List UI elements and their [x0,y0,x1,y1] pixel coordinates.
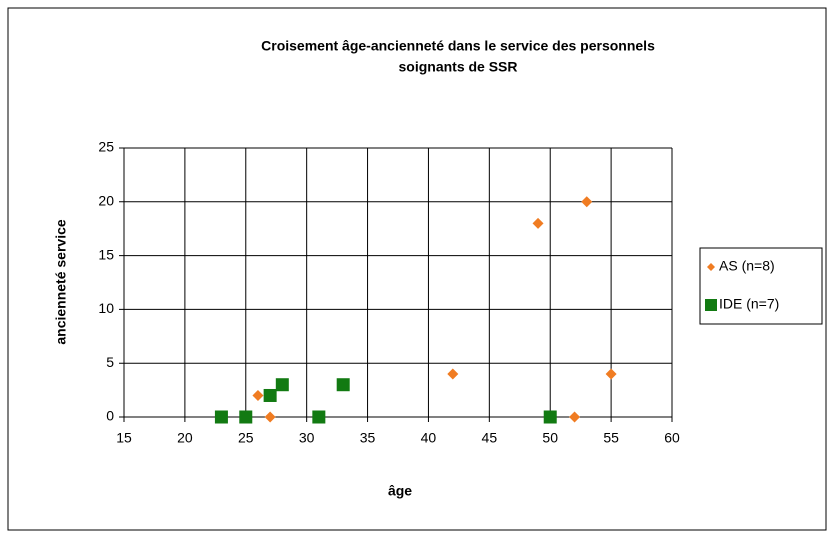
legend-box [699,247,823,325]
point [543,410,557,424]
x-tick-label: 35 [360,430,376,446]
y-tick-label: 0 [106,408,114,424]
y-axis-label: ancienneté service [53,219,69,345]
point [312,410,326,424]
point [532,217,544,229]
x-tick-label: 20 [177,430,193,446]
point [605,368,617,380]
point [214,410,228,424]
y-tick-label: 20 [98,193,114,209]
legend-label: AS (n=8) [719,258,775,274]
x-tick-label: 60 [664,430,680,446]
legend-marker [705,299,717,311]
point [581,196,593,208]
legend-label: IDE (n=7) [719,296,779,312]
x-axis-label: âge [388,483,412,499]
x-tick-label: 50 [542,430,558,446]
chart-title: soignants de SSR [398,59,517,75]
point [252,389,264,401]
point [275,378,289,392]
point [447,368,459,380]
x-tick-label: 40 [421,430,437,446]
y-tick-label: 25 [98,139,114,155]
x-tick-label: 45 [482,430,498,446]
point [239,410,253,424]
point [264,411,276,423]
chart-title: Croisement âge-ancienneté dans le servic… [261,38,655,54]
y-tick-label: 5 [106,354,114,370]
point [569,411,581,423]
x-tick-label: 30 [299,430,315,446]
x-tick-label: 25 [238,430,254,446]
y-tick-label: 15 [98,246,114,262]
point [336,378,350,392]
legend-marker [707,263,715,271]
x-tick-label: 15 [116,430,132,446]
point [263,388,277,402]
y-tick-label: 10 [98,300,114,316]
x-tick-label: 55 [603,430,619,446]
chart-border [7,7,827,531]
